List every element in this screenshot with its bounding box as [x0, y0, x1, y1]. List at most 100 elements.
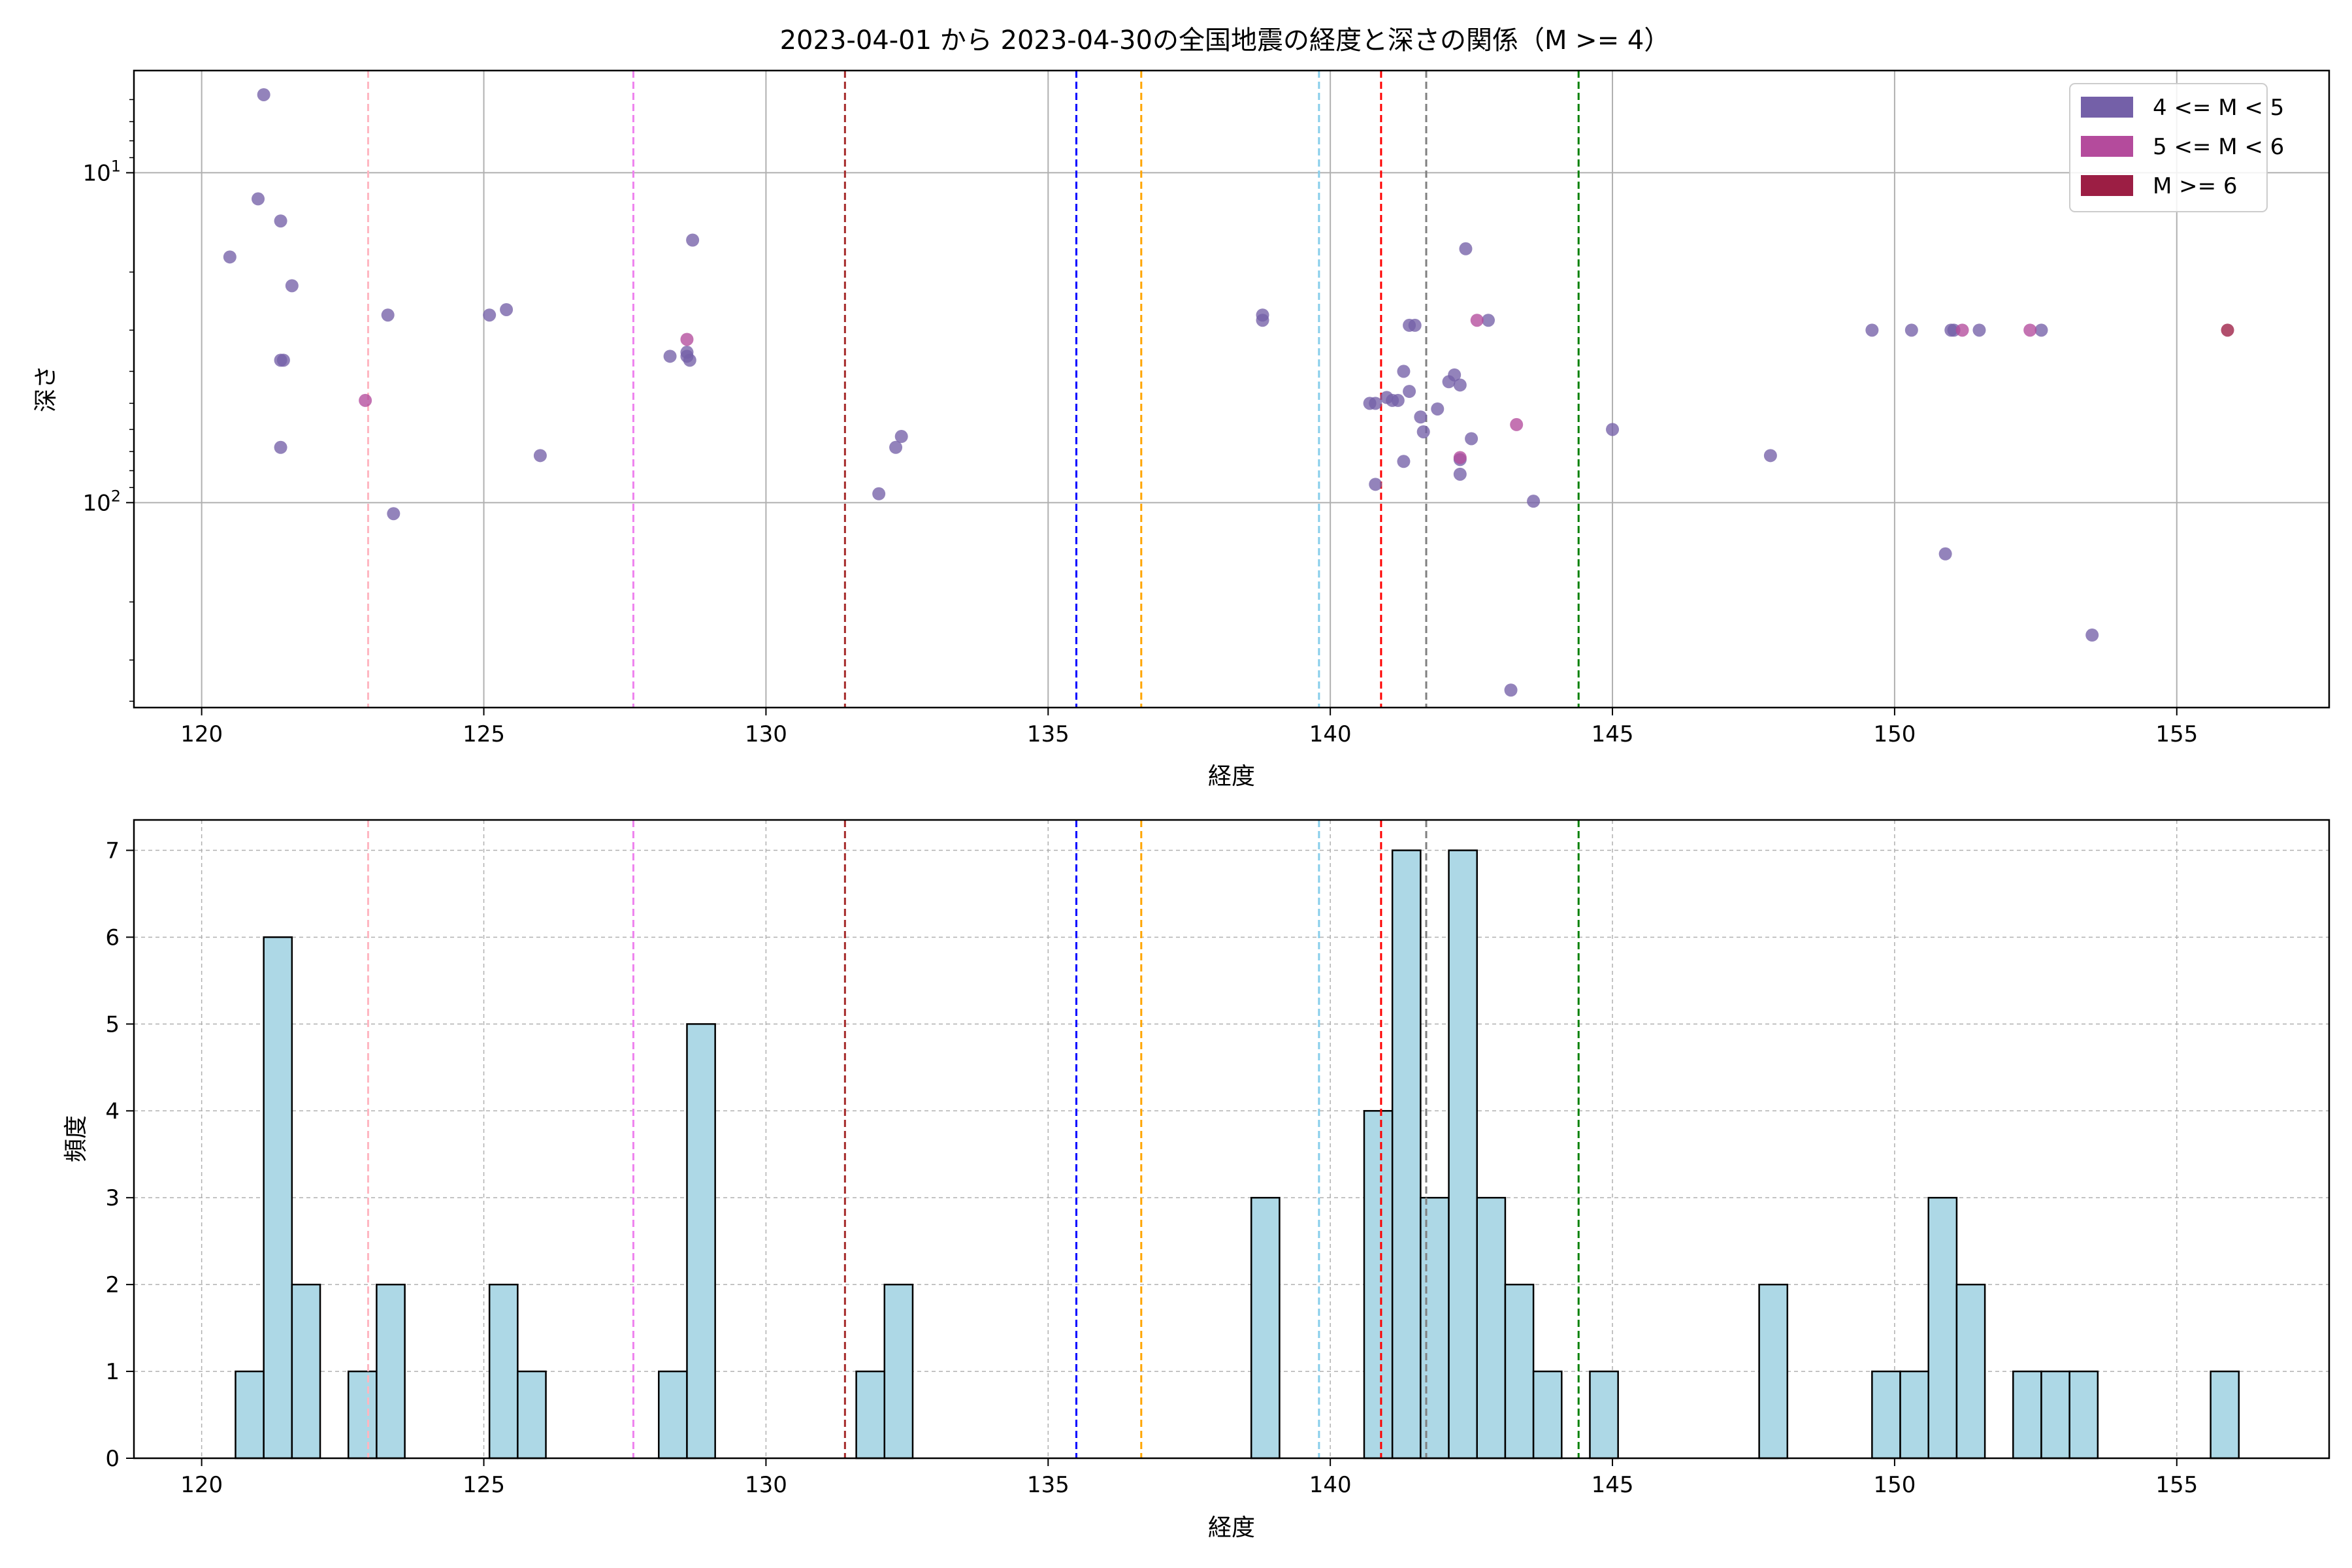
scatter-point: [1369, 478, 1382, 491]
scatter-point: [2023, 323, 2037, 337]
histogram-bar: [1448, 849, 1478, 1460]
legend-label: 5 <= M < 6: [2153, 134, 2284, 160]
scatter-x-tick-label: 145: [1592, 721, 1634, 747]
histogram-x-ticks: 120 125 130 135 140 145 150 155: [180, 1458, 2198, 1498]
histogram-x-tick-label: 145: [1592, 1472, 1634, 1498]
scatter-point: [1955, 323, 1969, 337]
scatter-grid: [134, 71, 2329, 708]
histogram-y-tick-label: 3: [105, 1185, 120, 1211]
scatter-point: [359, 393, 372, 407]
scatter-point: [533, 449, 547, 463]
scatter-point: [2221, 323, 2234, 337]
scatter-point: [1606, 423, 1620, 436]
histogram-y-ticks: 0 1 2 3 4 5 6 7: [105, 838, 134, 1472]
legend-swatch: [2081, 97, 2133, 118]
histogram-panel: 120 125 130 135 140 145 150 155 0 1 2 3 4 5 6 7 経度 頻度: [63, 819, 2330, 1541]
histogram-reference-lines: [367, 820, 1580, 1458]
histogram-bar: [1363, 1110, 1394, 1460]
scatter-point: [1465, 432, 1478, 446]
histogram-x-tick-label: 155: [2155, 1472, 2198, 1498]
histogram-x-tick-label: 140: [1309, 1472, 1352, 1498]
scatter-x-ticks: 120 125 130 135 140 145 150 155: [180, 708, 2198, 747]
scatter-point: [2085, 629, 2099, 642]
scatter-point: [1453, 378, 1467, 392]
histogram-bar: [883, 1283, 914, 1460]
scatter-point: [1972, 323, 1986, 337]
scatter-x-axis-label: 経度: [1208, 763, 1255, 790]
histogram-x-axis-label: 経度: [1208, 1514, 1255, 1541]
legend-label: 4 <= M < 5: [2153, 95, 2284, 121]
scatter-point: [500, 302, 514, 316]
histogram-bar: [855, 1370, 886, 1460]
scatter-point: [872, 487, 886, 500]
histogram-y-tick-label: 4: [105, 1098, 120, 1124]
scatter-legend: 4 <= M < 5 5 <= M < 6 M >= 6: [2069, 83, 2284, 212]
scatter-point: [1431, 402, 1445, 416]
scatter-point: [274, 214, 287, 228]
scatter-point: [274, 440, 287, 454]
legend-label: M >= 6: [2153, 173, 2238, 199]
scatter-y-axis-label: 深さ: [33, 365, 59, 412]
scatter-frame: [133, 69, 2330, 709]
scatter-x-tick-label: 150: [1873, 721, 1916, 747]
scatter-point: [894, 430, 908, 444]
histogram-bar: [2012, 1370, 2042, 1460]
histogram-bar: [347, 1370, 378, 1460]
scatter-point: [223, 250, 237, 264]
histogram-bar: [1532, 1370, 1563, 1460]
scatter-point: [1414, 410, 1428, 424]
scatter-point: [663, 350, 677, 363]
scatter-point: [1408, 318, 1422, 332]
scatter-point: [683, 353, 696, 367]
scatter-point: [889, 440, 903, 454]
histogram-y-tick-label: 2: [105, 1272, 120, 1298]
scatter-point: [257, 88, 270, 101]
scatter-point: [1416, 425, 1430, 438]
scatter-point: [387, 507, 400, 521]
scatter-point: [1391, 393, 1405, 407]
histogram-x-tick-label: 125: [463, 1472, 505, 1498]
scatter-point: [1482, 314, 1495, 327]
scatter-x-tick-label: 140: [1309, 721, 1352, 747]
histogram-bar: [376, 1283, 406, 1460]
scatter-point: [1504, 683, 1518, 697]
scatter-point: [1397, 455, 1411, 468]
histogram-bar: [658, 1370, 688, 1460]
scatter-point: [1763, 449, 1777, 463]
histogram-bar: [1758, 1283, 1789, 1460]
legend-swatch: [2081, 136, 2133, 157]
scatter-x-tick-label: 125: [463, 721, 505, 747]
scatter-point: [1459, 242, 1473, 255]
scatter-point: [686, 233, 700, 247]
histogram-bar: [1476, 1196, 1507, 1460]
scatter-point: [1904, 323, 1918, 337]
scatter-point: [1527, 495, 1541, 508]
histogram-x-tick-label: 120: [180, 1472, 223, 1498]
scatter-point: [1865, 323, 1879, 337]
histogram-y-tick-label: 0: [105, 1446, 120, 1472]
histogram-bar: [1899, 1370, 1929, 1460]
histogram-bar: [517, 1370, 547, 1460]
histogram-bar: [1420, 1196, 1450, 1460]
scatter-x-tick-label: 130: [745, 721, 787, 747]
histogram-y-tick-label: 6: [105, 924, 120, 951]
scatter-point: [252, 192, 265, 206]
scatter-point: [1453, 467, 1467, 481]
scatter-x-tick-label: 120: [180, 721, 223, 747]
histogram-bar: [2210, 1370, 2240, 1460]
scatter-point: [1256, 314, 1269, 327]
scatter-point: [1453, 451, 1467, 465]
histogram-x-tick-label: 135: [1027, 1472, 1070, 1498]
legend-swatch: [2081, 175, 2133, 196]
scatter-point: [381, 308, 395, 322]
histogram-bar: [1871, 1370, 1901, 1460]
histogram-x-tick-label: 130: [745, 1472, 787, 1498]
histogram-bar: [235, 1370, 265, 1460]
scatter-point: [276, 353, 290, 367]
scatter-point: [1369, 397, 1382, 410]
scatter-point: [1403, 385, 1416, 399]
histogram-y-axis-label: 頻度: [63, 1115, 90, 1162]
